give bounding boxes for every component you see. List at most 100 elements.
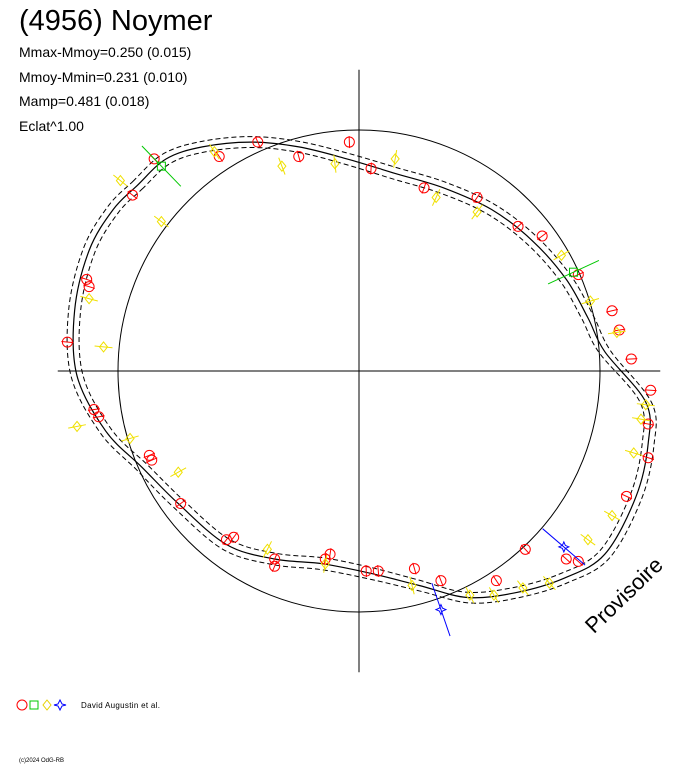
circle-point-20 [645,384,657,396]
diamond-point-9 [585,295,596,307]
diamond-point-15 [583,533,593,546]
circle-point-24-errorbar [520,544,530,555]
circle-point-4-errorbar [92,415,105,419]
circle-point-26 [572,555,584,567]
circle-point-10 [343,136,355,148]
circle-point-40 [146,454,158,466]
star-point-0 [557,540,571,554]
reference-circle [117,129,601,613]
diamond-point-24 [125,432,135,445]
diamond-point-7 [472,206,482,218]
diamond-point-11 [641,398,651,411]
diamond-point-23-errorbar [170,467,187,478]
diamond-point-19 [465,589,475,601]
diamond-point-16-errorbar [543,576,556,591]
circle-point-12 [418,182,430,194]
diamond-point-9-errorbar [581,298,600,305]
circle-point-17 [606,305,618,317]
circle-point-9-errorbar [296,150,301,163]
diamond-point-8 [556,249,567,262]
diamond-point-24-errorbar [121,435,139,442]
observer-credit: David Augustin et al. [81,700,161,710]
stat-brightness-exponent: Eclat^1.00 [19,118,84,134]
circle-point-1-errorbar [83,284,95,289]
diamond-point-3 [277,160,287,172]
circle-point-31 [360,565,372,577]
diamond-point-22 [262,543,273,556]
diamond-point-6 [431,191,441,204]
square-point-1-errorbar [547,260,600,285]
stat-max-mean: Mmax-Mmoy=0.250 (0.015) [19,44,192,60]
circle-point-34 [269,553,281,565]
circle-point-21-errorbar [642,422,655,426]
diamond-point-4 [330,157,340,170]
square-point-1 [568,267,578,277]
circle-point-5 [126,189,138,201]
circle-point-6 [148,153,160,165]
diamond-point-26 [98,341,109,353]
model-curve [72,141,651,599]
legend-symbols [16,698,67,712]
diamond-point-20 [407,579,417,592]
diamond-point-2 [209,145,220,158]
diamond-point-4-errorbar [333,154,337,173]
circle-point-0-errorbar [61,340,74,344]
diamond-point-12 [636,413,646,426]
square-point-0 [156,161,166,171]
circle-point-22-errorbar [642,455,655,460]
legend-square-icon [29,700,39,710]
circle-point-12-errorbar [421,182,427,194]
legend: David Augustin et al. [16,698,160,712]
diamond-point-26-errorbar [94,345,113,349]
diamond-point-18-errorbar [488,587,500,604]
stat-amplitude: Mamp=0.481 (0.018) [19,93,150,109]
diamond-point-19-errorbar [465,586,475,604]
star-point-1-errorbar [431,582,451,637]
circle-point-23-errorbar [620,493,633,500]
circle-point-17-errorbar [606,308,619,313]
diamond-point-14-errorbar [603,510,621,521]
circle-point-37-errorbar [222,534,231,545]
circle-point-29 [408,563,420,575]
diamond-point-27 [156,215,167,228]
diamond-point-2-errorbar [209,143,220,160]
circle-point-11 [365,163,377,175]
legend-diamond-icon [42,699,52,711]
diamond-point-13-errorbar [624,449,643,456]
diamond-point-11-errorbar [636,403,655,407]
circle-point-14-errorbar [513,221,523,231]
diamond-point-1-errorbar [113,174,128,187]
diamond-point-17-errorbar [517,580,529,596]
diamond-point-14 [607,509,617,522]
circle-point-19 [625,353,637,365]
circle-point-0 [61,336,73,348]
circle-point-23 [621,490,633,502]
circle-point-21 [642,418,654,430]
stat-mean-min: Mmoy-Mmin=0.231 (0.010) [19,69,188,85]
circle-point-25-errorbar [561,554,572,564]
circle-point-15-errorbar [537,232,548,241]
circle-point-40-errorbar [146,457,158,464]
circle-point-10-errorbar [348,136,351,149]
circle-point-20-errorbar [644,389,657,392]
circle-point-13 [471,191,483,203]
circle-point-28 [435,575,447,587]
diamond-point-1 [115,174,126,187]
star-point-1 [434,603,448,616]
diamond-point-17 [518,582,528,594]
legend-circle-icon [16,699,28,711]
diamond-point-21-errorbar [323,554,328,573]
diamond-point-0-errorbar [80,295,98,302]
diamond-point-7-errorbar [471,204,483,220]
diamond-point-25 [72,420,82,433]
legend-star-icon [53,698,67,712]
circle-point-30 [372,565,384,577]
diamond-point-15-errorbar [580,533,596,546]
diamond-point-10-errorbar [607,330,626,335]
circle-point-19-errorbar [625,358,638,360]
circle-point-25 [560,553,572,565]
circle-point-32-errorbar [328,548,332,561]
diamond-point-25-errorbar [68,424,86,429]
circle-point-27-errorbar [492,575,501,586]
circle-point-9 [293,151,305,163]
